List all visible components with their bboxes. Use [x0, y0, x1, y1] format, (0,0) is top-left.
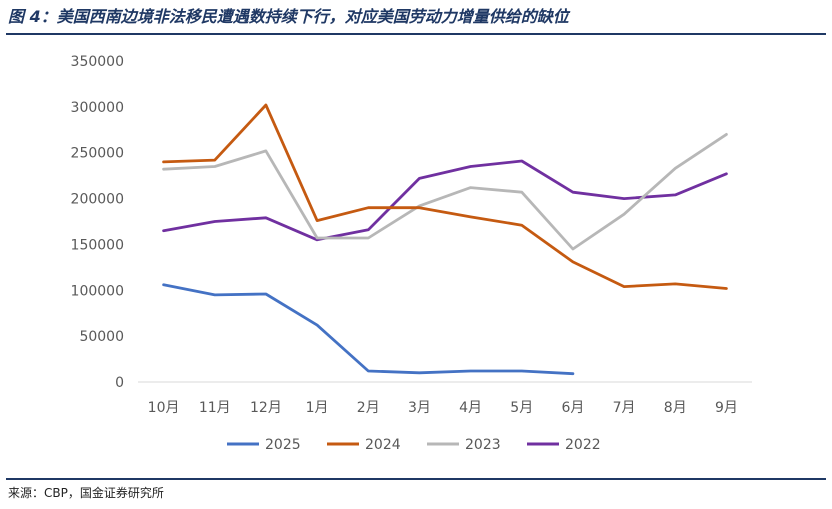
x-tick-label: 5月: [510, 400, 533, 416]
legend: 2025 2024 2023 2022: [227, 437, 601, 453]
legend-item-2022: 2022: [527, 437, 601, 453]
legend-item-2024: 2024: [327, 437, 401, 453]
x-tick-label: 12月: [250, 400, 282, 416]
y-tick-label: 250000: [71, 146, 124, 162]
series-lines: [162, 103, 728, 376]
y-tick-label: 50000: [79, 329, 124, 345]
source-note: 来源：CBP，国金证券研究所: [8, 486, 164, 500]
x-tick-label: 6月: [561, 400, 584, 416]
legend-item-2025: 2025: [227, 437, 301, 453]
x-tick-label: 9月: [715, 400, 738, 416]
x-tick-label: 11月: [199, 400, 231, 416]
x-tick-label: 10月: [148, 400, 180, 416]
series-line-2025: [162, 283, 575, 376]
x-tick-label: 1月: [306, 400, 329, 416]
y-tick-label: 300000: [71, 100, 124, 116]
legend-label: 2025: [265, 437, 301, 453]
x-axis-ticks: 10月 11月 12月 1月 2月 3月 4月 5月 6月 7月 8月 9月: [148, 400, 738, 416]
y-tick-label: 0: [115, 375, 124, 391]
x-tick-label: 2月: [357, 400, 380, 416]
series-line-2023: [162, 133, 728, 251]
chart-title: 图 4：美国西南边境非法移民遭遇数持续下行，对应美国劳动力增量供给的缺位: [8, 7, 569, 26]
y-tick-label: 200000: [71, 192, 124, 208]
y-axis-ticks: 0 50000 100000 150000 200000 250000 300000 3500…: [71, 54, 124, 391]
bottom-rule: [6, 478, 826, 480]
legend-label: 2022: [565, 437, 601, 453]
top-rule: [6, 33, 826, 35]
x-tick-label: 7月: [613, 400, 636, 416]
y-tick-label: 350000: [71, 54, 124, 70]
y-tick-label: 100000: [71, 283, 124, 299]
y-tick-label: 150000: [71, 237, 124, 253]
series-line-2024: [162, 103, 728, 290]
legend-item-2023: 2023: [427, 437, 501, 453]
legend-label: 2023: [465, 437, 501, 453]
x-tick-label: 3月: [408, 400, 431, 416]
series-line-2022: [162, 159, 728, 242]
legend-label: 2024: [365, 437, 401, 453]
x-tick-label: 8月: [664, 400, 687, 416]
x-tick-label: 4月: [459, 400, 482, 416]
